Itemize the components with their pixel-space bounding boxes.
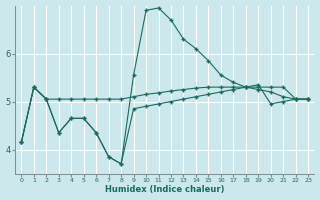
X-axis label: Humidex (Indice chaleur): Humidex (Indice chaleur) [105, 185, 225, 194]
